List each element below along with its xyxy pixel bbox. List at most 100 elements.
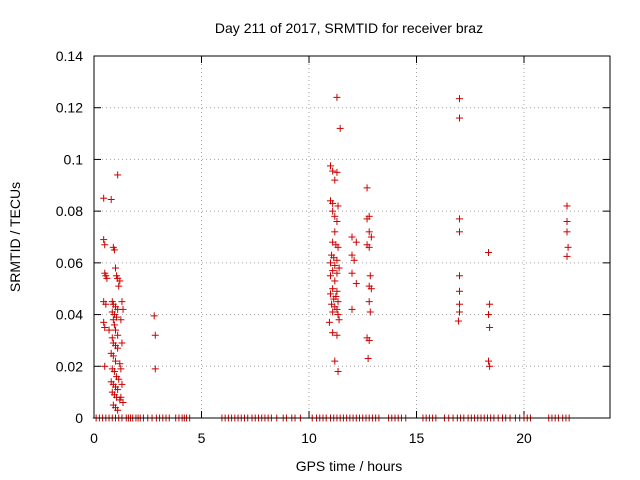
data-point xyxy=(327,162,334,170)
data-point xyxy=(456,215,463,223)
data-point xyxy=(336,124,344,132)
data-point xyxy=(118,380,126,388)
data-point xyxy=(117,316,125,324)
data-point xyxy=(329,329,337,337)
data-point xyxy=(116,277,124,285)
data-point xyxy=(329,267,337,275)
data-point xyxy=(150,312,158,320)
data-point xyxy=(119,305,127,313)
data-point xyxy=(151,331,159,339)
data-point xyxy=(327,259,334,267)
data-point xyxy=(108,334,116,342)
data-point xyxy=(456,95,463,103)
data-point xyxy=(366,308,374,316)
data-point xyxy=(103,274,111,282)
y-tick-label: 0.12 xyxy=(56,100,83,116)
x-tick-label: 20 xyxy=(516,430,532,446)
y-axis-title: SRMTID / TECUs xyxy=(7,182,23,292)
data-point xyxy=(331,261,339,269)
grid-lines xyxy=(94,56,610,418)
data-point xyxy=(325,318,333,326)
data-point xyxy=(114,406,122,414)
data-point xyxy=(456,308,463,316)
data-point xyxy=(334,367,342,375)
data-point xyxy=(118,339,126,347)
y-tick-label: 0.04 xyxy=(56,307,83,323)
x-tick-label: 15 xyxy=(409,430,425,446)
data-point xyxy=(365,228,373,236)
data-point xyxy=(116,360,124,368)
data-point xyxy=(114,386,122,394)
data-point xyxy=(456,300,463,308)
data-point xyxy=(114,331,122,339)
data-point xyxy=(329,199,337,207)
data-point xyxy=(107,196,115,204)
data-point xyxy=(117,393,125,401)
data-point xyxy=(485,311,493,319)
data-point xyxy=(456,272,463,280)
data-point xyxy=(456,228,463,236)
data-point xyxy=(563,252,571,260)
data-point xyxy=(329,167,337,175)
data-point xyxy=(119,398,127,406)
data-point xyxy=(110,367,118,375)
data-point xyxy=(329,207,337,215)
data-point xyxy=(112,264,119,272)
data-point xyxy=(348,233,356,241)
data-point xyxy=(334,202,342,210)
data-point xyxy=(331,277,339,285)
data-point xyxy=(330,295,338,303)
data-point xyxy=(367,285,375,293)
data-point xyxy=(348,251,356,259)
data-point xyxy=(352,280,360,288)
x-tick-label: 10 xyxy=(301,430,317,446)
data-point xyxy=(114,171,122,179)
data-point xyxy=(118,298,126,306)
data-point xyxy=(101,362,109,370)
data-point xyxy=(109,352,117,360)
data-point xyxy=(363,184,371,192)
data-point xyxy=(348,305,356,313)
data-point xyxy=(100,236,108,244)
x-axis-title: GPS time / hours xyxy=(296,458,403,474)
data-point xyxy=(334,298,342,306)
x-tick-label: 0 xyxy=(90,430,98,446)
data-point xyxy=(564,243,572,251)
data-point xyxy=(331,357,339,365)
data-point xyxy=(112,357,119,365)
data-point xyxy=(366,272,374,280)
data-point xyxy=(335,264,343,272)
data-point xyxy=(334,311,342,319)
data-point xyxy=(367,233,375,241)
data-point xyxy=(327,272,334,280)
y-tick-label: 0 xyxy=(75,410,83,426)
data-point xyxy=(117,365,125,373)
data-point xyxy=(563,217,571,225)
data-point xyxy=(486,362,494,370)
data-point xyxy=(456,114,463,122)
data-point xyxy=(110,246,118,254)
data-point xyxy=(151,365,159,373)
data-point xyxy=(333,331,341,339)
data-point xyxy=(350,256,358,264)
data-point xyxy=(352,238,360,246)
data-point xyxy=(486,324,494,331)
y-tick-label: 0.02 xyxy=(56,358,83,374)
x-tick-label: 5 xyxy=(198,430,206,446)
data-point xyxy=(100,194,108,202)
data-point xyxy=(365,212,373,220)
data-point xyxy=(365,336,373,344)
data-point xyxy=(563,228,571,236)
data-point xyxy=(112,326,119,334)
data-point xyxy=(115,282,123,290)
data-point xyxy=(333,269,341,277)
y-tick-label: 0.06 xyxy=(56,255,83,271)
data-point xyxy=(335,316,343,324)
data-point xyxy=(333,217,341,225)
y-tick-label: 0.08 xyxy=(56,203,83,219)
data-point xyxy=(331,176,339,184)
data-point xyxy=(563,202,571,210)
data-point xyxy=(365,298,373,306)
data-point xyxy=(102,300,110,308)
data-point xyxy=(454,317,462,325)
